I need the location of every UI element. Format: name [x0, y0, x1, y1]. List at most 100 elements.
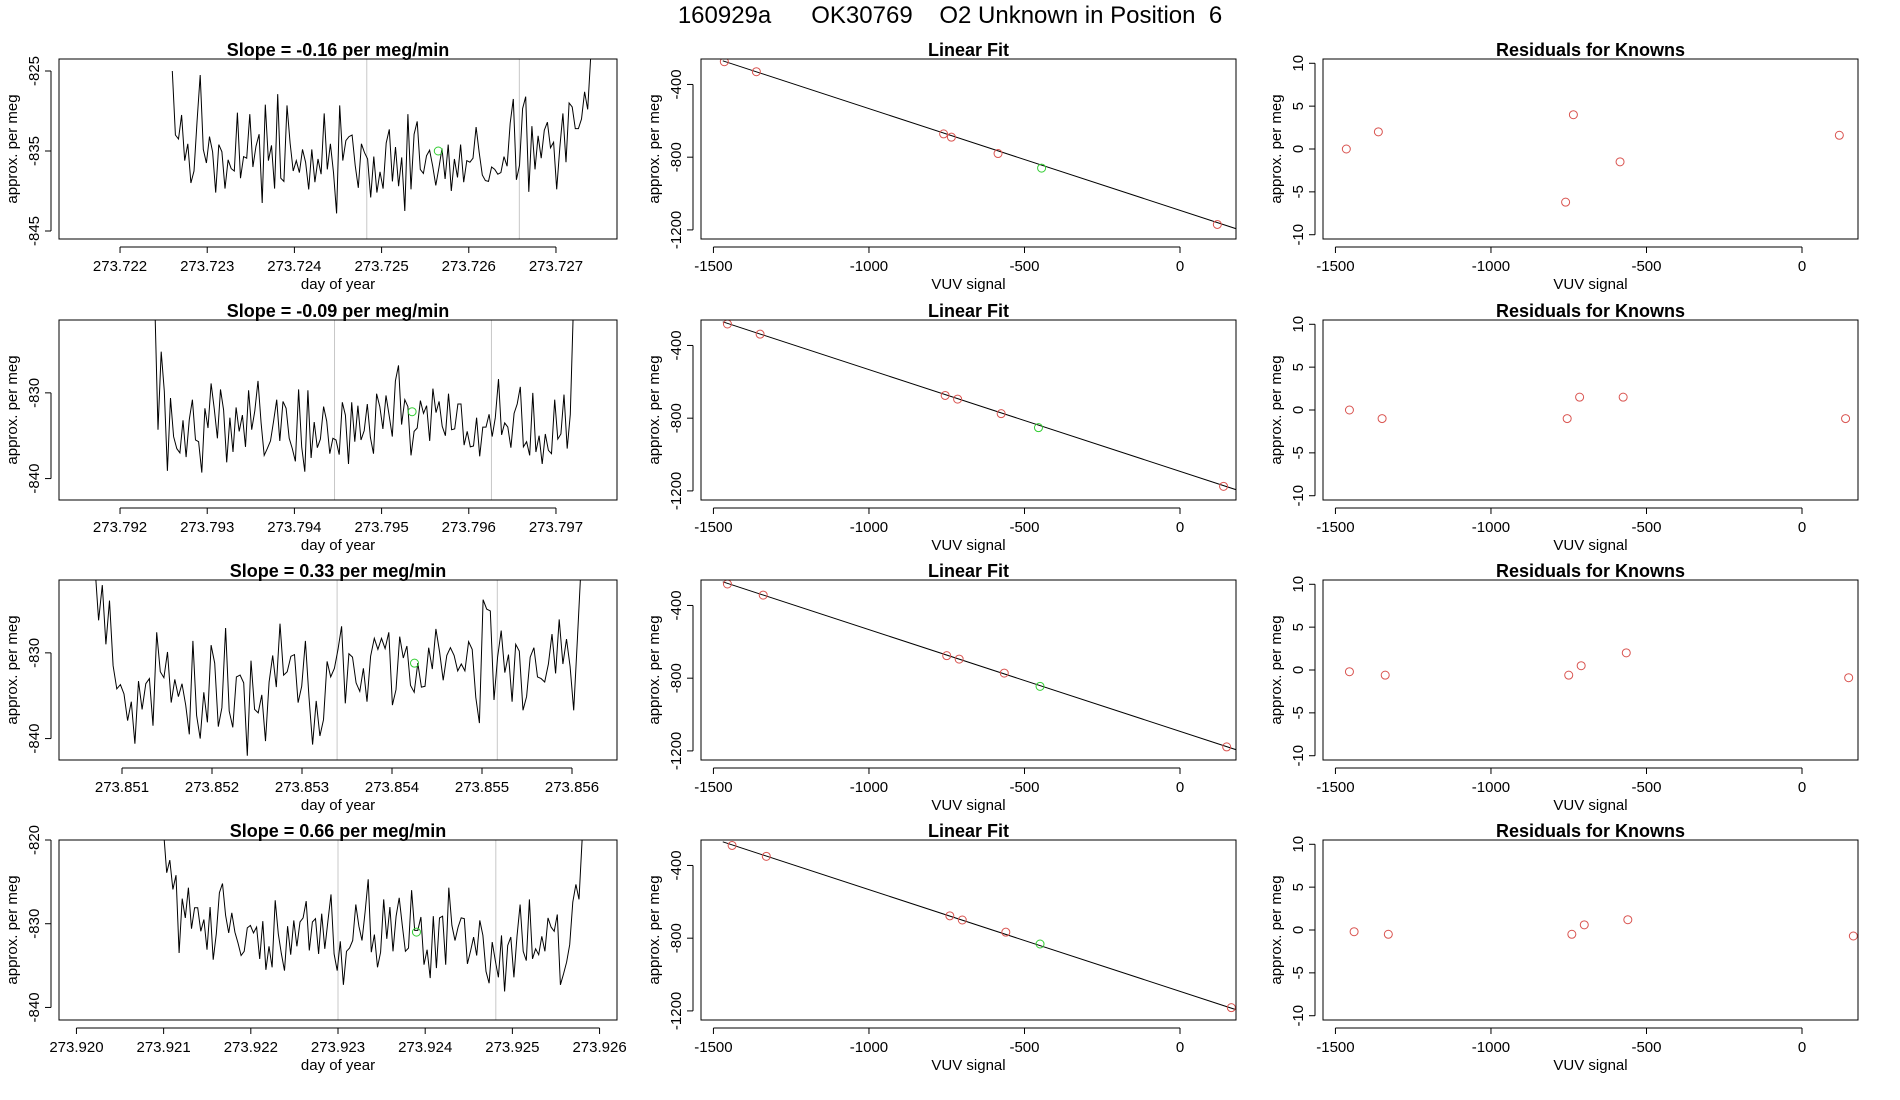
x-tick-label: 273.724	[267, 258, 321, 275]
x-tick-label: 273.923	[311, 1039, 365, 1056]
y-axis-label: approx. per meg	[1268, 94, 1285, 203]
x-tick-label: -1500	[1316, 1039, 1354, 1056]
y-tick-label: -1200	[668, 732, 685, 770]
x-tick-label: 273.925	[485, 1039, 539, 1056]
known-point	[940, 390, 950, 400]
residual-point	[1575, 392, 1585, 402]
y-tick-label: -830	[26, 909, 43, 939]
unknown-mean-point	[407, 407, 417, 417]
fit-line	[722, 60, 1236, 230]
plot-area	[1349, 915, 1858, 941]
x-tick-label: 0	[1176, 779, 1184, 796]
panel-res1: Residuals for Knowns -1500 -1000 -500 0 -10 -5…	[1268, 40, 1859, 293]
x-axis-label: day of year	[301, 797, 375, 814]
residual-point	[1564, 670, 1574, 680]
x-axis-label: VUV signal	[1553, 1057, 1627, 1074]
y-tick-label: -5	[1290, 966, 1307, 979]
y-axis-label: approx. per meg	[1268, 615, 1285, 724]
panel-r4: Slope = 0.66 per meg/min 273.920 273.921 27…	[4, 821, 627, 1074]
plot-frame	[1322, 839, 1859, 1021]
chart-title: Linear Fit	[928, 561, 1009, 581]
residual-point	[1349, 927, 1359, 937]
plot-frame	[58, 58, 618, 240]
x-tick-label: -1000	[1472, 1039, 1510, 1056]
y-tick-label: -840	[26, 724, 43, 754]
unknown-mean-point	[410, 658, 419, 668]
y-tick-label: -825	[26, 56, 43, 86]
unknown-mean-point	[433, 146, 443, 156]
plot-area	[163, 840, 583, 1020]
x-tick-label: -500	[1009, 258, 1039, 275]
unknown-mean-point	[411, 927, 421, 937]
known-point	[1219, 481, 1229, 491]
y-axis-label: approx. per meg	[646, 94, 663, 203]
x-tick-label: -1000	[1472, 258, 1510, 275]
y-axis-label: approx. per meg	[1268, 355, 1285, 464]
unknown-point	[1037, 163, 1047, 173]
y-tick-label: 5	[1290, 363, 1307, 371]
x-tick-label: 0	[1798, 1039, 1806, 1056]
y-axis-label: approx. per meg	[1268, 875, 1285, 984]
plot-area	[95, 580, 581, 760]
y-axis-label: approx. per meg	[646, 875, 663, 984]
y-tick-label: -800	[668, 923, 685, 953]
x-tick-label: 273.723	[180, 258, 234, 275]
x-tick-label: -1500	[694, 1039, 732, 1056]
known-point	[1001, 927, 1011, 937]
residual-point	[1562, 414, 1572, 424]
x-tick-label: 0	[1176, 1039, 1184, 1056]
plot-frame	[1322, 579, 1859, 761]
chart-title: Residuals for Knowns	[1496, 821, 1685, 841]
x-tick-label: -1500	[694, 519, 732, 536]
x-tick-label: 273.725	[354, 258, 408, 275]
residual-point	[1848, 931, 1858, 941]
x-tick-label: -1000	[850, 779, 888, 796]
y-tick-label: -5	[1290, 185, 1307, 198]
residual-point	[1834, 130, 1844, 140]
residual-point	[1344, 667, 1354, 677]
chart-title: Residuals for Knowns	[1496, 40, 1685, 60]
panel-f1: Linear Fit -1500 -1000 -500 0 -1200 -800 -400 VU…	[646, 40, 1237, 293]
x-tick-label: 0	[1798, 519, 1806, 536]
known-point	[996, 409, 1006, 419]
chart-title: Slope = -0.09 per meg/min	[227, 301, 450, 321]
x-tick-label: 273.727	[529, 258, 583, 275]
panel-r1: Slope = -0.16 per meg/min 273.722 273.723 2…	[4, 40, 618, 293]
y-tick-label: -845	[26, 216, 43, 246]
x-axis-label: VUV signal	[1553, 797, 1627, 814]
y-tick-label: -820	[26, 825, 43, 855]
fit-line	[722, 841, 1236, 1011]
y-tick-label: -800	[668, 663, 685, 693]
residual-point	[1567, 929, 1577, 939]
x-tick-label: 273.852	[185, 779, 239, 796]
chart-title: Slope = 0.33 per meg/min	[230, 561, 447, 581]
signal-trace	[163, 840, 583, 992]
known-point	[954, 654, 964, 664]
signal-trace	[95, 580, 581, 756]
x-tick-label: -1000	[1472, 779, 1510, 796]
plot-frame	[58, 579, 618, 761]
y-axis-label: approx. per meg	[4, 94, 21, 203]
x-tick-label: -500	[1631, 258, 1661, 275]
x-tick-label: 273.797	[529, 519, 583, 536]
unknown-point	[1035, 681, 1045, 691]
x-tick-label: 0	[1176, 519, 1184, 536]
chart-title: Residuals for Knowns	[1496, 301, 1685, 321]
x-tick-label: -1500	[1316, 519, 1354, 536]
y-tick-label: 0	[1290, 926, 1307, 934]
known-point	[942, 651, 952, 661]
plot-frame	[58, 839, 618, 1021]
known-point	[939, 129, 949, 139]
fit-line	[722, 321, 1236, 491]
residual-point	[1341, 144, 1351, 154]
x-tick-label: -1000	[850, 519, 888, 536]
y-tick-label: 0	[1290, 406, 1307, 414]
panel-res3: Residuals for Knowns -1500 -1000 -500 0 -10 -5…	[1268, 561, 1859, 814]
plot-frame	[58, 319, 618, 501]
y-tick-label: -1200	[668, 472, 685, 510]
x-tick-label: -500	[1009, 779, 1039, 796]
y-axis-label: approx. per meg	[4, 355, 21, 464]
residual-point	[1377, 414, 1387, 424]
known-point	[1212, 219, 1222, 229]
x-tick-label: -1500	[1316, 258, 1354, 275]
